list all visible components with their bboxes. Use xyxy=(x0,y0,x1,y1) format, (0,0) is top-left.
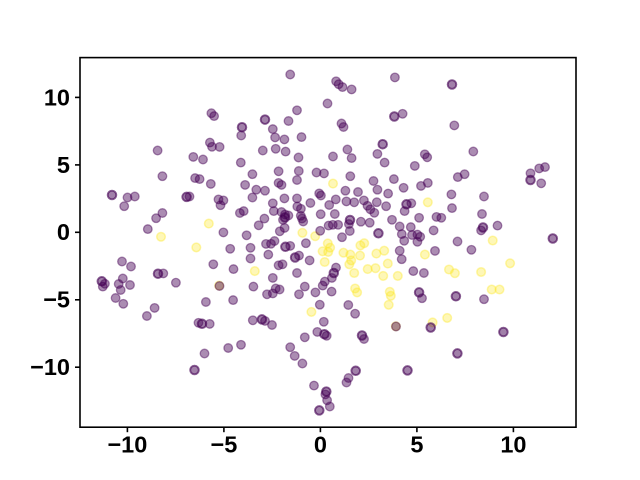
svg-text:10: 10 xyxy=(500,432,526,458)
svg-text:−10: −10 xyxy=(30,354,70,380)
svg-text:−5: −5 xyxy=(43,287,70,313)
svg-text:−10: −10 xyxy=(107,432,147,458)
svg-text:5: 5 xyxy=(57,152,70,178)
svg-text:5: 5 xyxy=(410,432,423,458)
svg-text:10: 10 xyxy=(44,84,70,110)
svg-text:0: 0 xyxy=(314,432,327,458)
svg-text:0: 0 xyxy=(57,219,70,245)
svg-text:−5: −5 xyxy=(211,432,238,458)
